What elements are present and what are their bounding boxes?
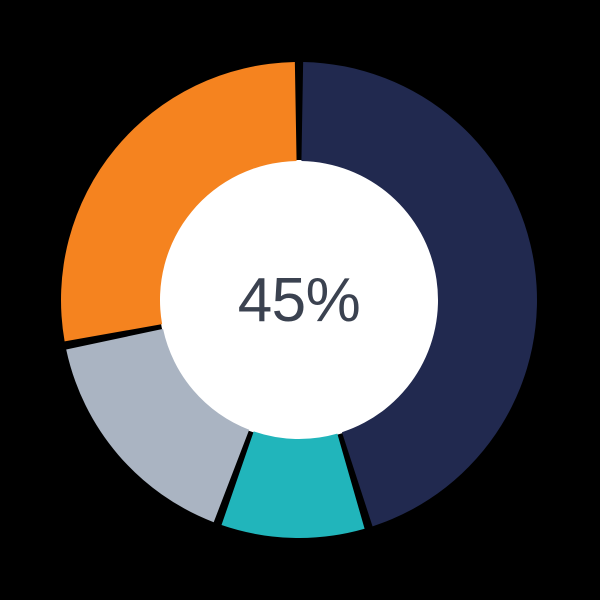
donut-slice-1[interactable] (301, 62, 537, 527)
donut-slice-2[interactable] (221, 431, 365, 538)
donut-slice-3[interactable] (66, 328, 250, 523)
donut-slice-4[interactable] (61, 62, 297, 342)
donut-slice-group (61, 62, 537, 538)
donut-hole (159, 160, 439, 440)
